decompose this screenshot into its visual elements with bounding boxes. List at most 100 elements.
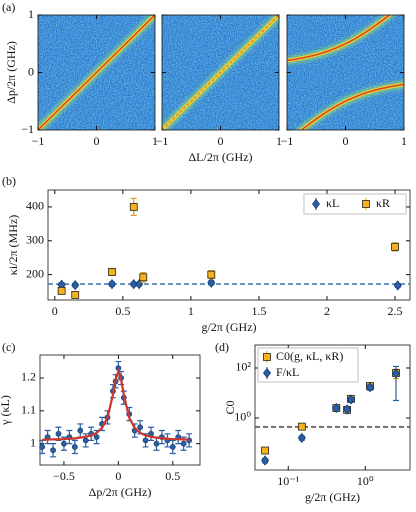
legend-label: C0(g, κL, κR) xyxy=(276,349,343,363)
y-tick-label: 200 xyxy=(26,266,44,280)
marker xyxy=(61,440,67,447)
legend-label: κR xyxy=(376,196,390,210)
y-tick-label: 1 xyxy=(30,435,36,449)
band-core xyxy=(287,15,391,62)
marker xyxy=(137,424,144,431)
marker xyxy=(108,268,116,276)
x-tick-label: 10⁰ xyxy=(357,474,374,488)
legend-box xyxy=(257,347,359,383)
x-tick-label: 0 xyxy=(52,304,58,318)
y-axis-label: γ (κL) xyxy=(0,395,12,426)
x-tick-label: 1.5 xyxy=(251,304,266,318)
x-tick-label: 0 xyxy=(218,134,224,148)
marker xyxy=(297,422,306,431)
marker xyxy=(391,368,400,379)
marker xyxy=(261,446,269,455)
y-tick-label: 1 xyxy=(28,7,34,21)
band-core xyxy=(38,15,155,130)
x-tick-label: 0 xyxy=(115,469,121,483)
marker xyxy=(346,394,355,405)
x-axis-label: g/2π (GHz) xyxy=(305,490,360,504)
plot-frame xyxy=(254,344,411,471)
heatmap-panel xyxy=(162,15,279,130)
plot-frame xyxy=(47,189,411,301)
marker xyxy=(169,444,176,450)
marker xyxy=(207,277,216,288)
marker xyxy=(142,437,149,444)
y-tick-label: 10² xyxy=(235,360,251,374)
marker xyxy=(391,242,399,251)
band-core xyxy=(162,15,279,130)
marker xyxy=(153,440,160,447)
marker xyxy=(55,430,62,437)
band-core xyxy=(300,83,404,130)
marker xyxy=(207,270,216,279)
x-tick-label: 1 xyxy=(152,134,158,148)
panel-label: (d) xyxy=(215,340,229,354)
marker xyxy=(343,404,352,415)
plot-frame xyxy=(39,354,201,466)
panel-label: (b) xyxy=(2,174,16,188)
fit-line xyxy=(42,368,190,441)
y-tick-label: 1.1 xyxy=(21,403,36,417)
marker xyxy=(180,440,187,447)
x-tick-label: 0 xyxy=(343,134,349,148)
x-tick-label: −1 xyxy=(32,134,45,148)
x-tick-label: 2 xyxy=(324,304,330,318)
x-tick-label: −1 xyxy=(281,134,294,148)
y-tick-label: −1 xyxy=(21,122,34,136)
marker xyxy=(77,427,84,434)
legend-marker xyxy=(311,198,321,210)
marker xyxy=(107,278,116,290)
band-group xyxy=(38,15,155,130)
marker xyxy=(71,444,78,450)
legend-label: κL xyxy=(326,196,339,210)
legend-marker xyxy=(362,200,370,208)
marker xyxy=(365,382,375,393)
y-tick-label: 400 xyxy=(26,199,44,213)
x-tick-label: −0.5 xyxy=(53,469,75,483)
x-tick-label: −1 xyxy=(156,134,169,148)
band-group xyxy=(287,15,404,130)
y-tick-label: 0 xyxy=(28,64,34,78)
y-tick-label: 300 xyxy=(26,233,44,247)
x-tick-label: 10⁻¹ xyxy=(277,474,299,488)
y-axis-label: κi/2π (MHz) xyxy=(6,215,20,275)
x-tick-label: 1 xyxy=(276,134,282,148)
heatmap-panel xyxy=(287,15,404,130)
y-axis-label: C0 xyxy=(223,400,237,414)
x-tick-label: 0.5 xyxy=(165,469,180,483)
marker xyxy=(129,278,138,290)
y-tick-label: 10⁰ xyxy=(234,410,251,424)
x-tick-label: 2.5 xyxy=(388,304,403,318)
marker xyxy=(57,286,66,295)
marker xyxy=(129,203,138,211)
marker xyxy=(261,455,270,466)
panel-label: (a) xyxy=(2,0,15,14)
legend-label: F/κL xyxy=(276,365,299,379)
marker xyxy=(93,434,100,440)
x-tick-label: 1 xyxy=(188,304,194,318)
panel-label: (c) xyxy=(2,340,15,354)
marker xyxy=(50,447,56,454)
marker xyxy=(39,444,46,450)
band-group xyxy=(162,15,279,130)
x-tick-label: 0 xyxy=(94,134,100,148)
legend-marker xyxy=(263,353,271,361)
marker xyxy=(393,280,402,291)
heatmap-panel xyxy=(38,15,155,130)
x-tick-label: 0.5 xyxy=(115,304,130,318)
marker xyxy=(82,437,89,444)
y-tick-label: 1.2 xyxy=(21,370,36,384)
legend-box xyxy=(303,193,407,215)
marker xyxy=(332,402,341,414)
x-axis-label: ΔL/2π (GHz) xyxy=(188,150,252,164)
marker xyxy=(71,279,80,291)
legend-marker xyxy=(262,367,272,379)
x-tick-label: 1 xyxy=(401,134,407,148)
x-axis-label: Δp/2π (GHz) xyxy=(89,485,152,499)
marker xyxy=(71,291,80,299)
x-axis-label: g/2π (GHz) xyxy=(201,320,256,334)
